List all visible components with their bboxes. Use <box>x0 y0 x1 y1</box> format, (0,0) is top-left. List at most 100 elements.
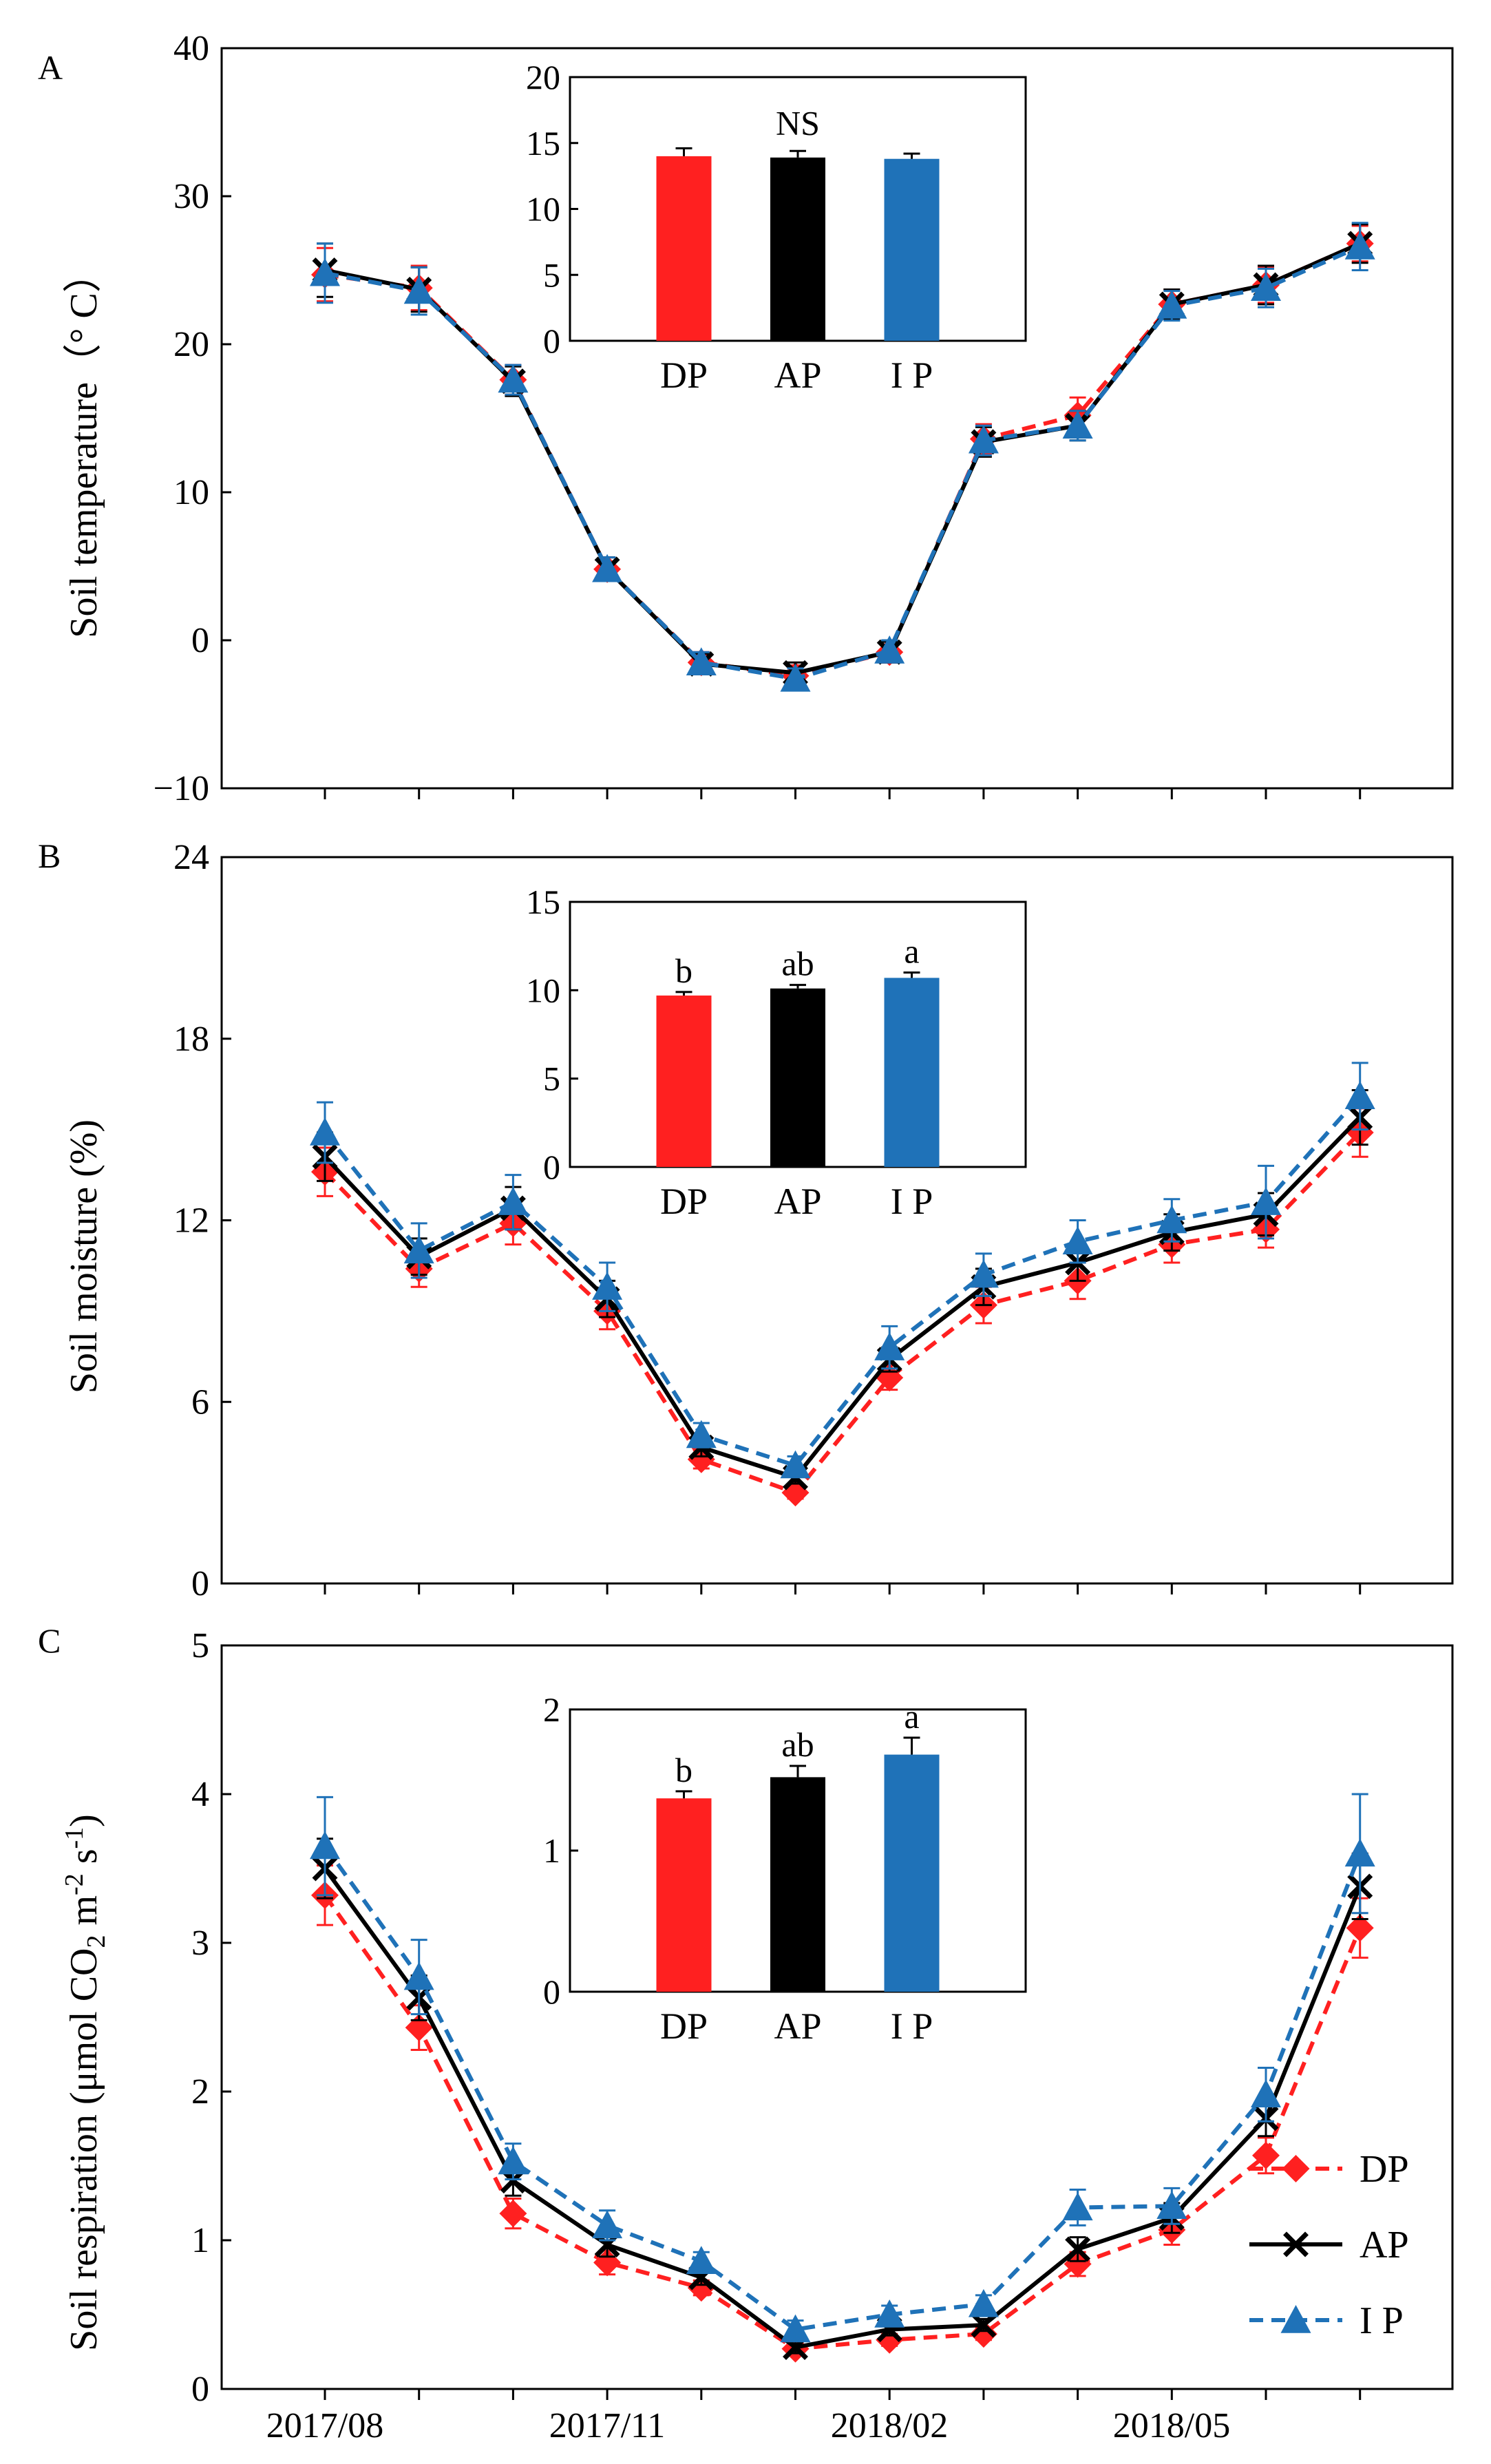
inset-bar-ip <box>884 1754 940 1992</box>
inset-category-label: DP <box>660 355 708 396</box>
data-point-ip <box>686 1420 717 1449</box>
inset-y-tick-label: 5 <box>543 255 560 294</box>
x-axis-tick-labels: 2017/08 2017/11 2018/02 2018/05 <box>266 2406 1230 2445</box>
plot-frame <box>220 47 1454 790</box>
legend-label-ip: I P <box>1360 2299 1404 2342</box>
data-point-ip <box>1251 2079 1281 2108</box>
data-point-ip <box>403 1235 434 1264</box>
data-point-dp <box>1346 1914 1374 1942</box>
y-tick-label: 10 <box>173 473 209 512</box>
significance-note: NS <box>776 103 820 142</box>
x-tick-label: 2018/02 <box>831 2406 948 2445</box>
series-ip <box>310 222 1375 692</box>
legend-marker-dp <box>1282 2155 1310 2182</box>
panel-b-plot: 0 6 12 18 24 <box>173 838 1454 1603</box>
y-tick-label: 6 <box>191 1382 209 1422</box>
panel-b-letter: B <box>38 836 61 875</box>
inset-bar-dp <box>656 156 712 341</box>
inset-y-tick-label: 1 <box>543 1831 560 1870</box>
inset-category-label: AP <box>774 2005 821 2047</box>
series-line-ap <box>323 1115 1362 1480</box>
panel-c-ylabel-close: ) <box>63 1814 105 1827</box>
legend-marker-ap-stroke <box>1283 2231 1309 2257</box>
x-tick-label: 2017/11 <box>549 2406 666 2445</box>
data-point-ip <box>686 2246 717 2274</box>
data-point-ip <box>968 425 999 454</box>
data-point-ip <box>968 2288 999 2317</box>
data-point-ip <box>874 1332 905 1360</box>
inset-bar-ap <box>770 1777 825 1992</box>
inset-y-tick-label: 5 <box>543 1060 560 1098</box>
panel-b-soil-moisture: B Soil moisture (%) 0 6 12 18 24 0 5 10 15 DP b AP… <box>38 836 1454 1603</box>
data-point-ip <box>686 647 717 675</box>
significance-letter: a <box>904 1697 919 1736</box>
significance-letter: b <box>675 1751 692 1789</box>
data-point-ip <box>968 1259 999 1288</box>
data-point-ip <box>1156 1205 1187 1234</box>
panel-c-soil-respiration: C Soil respiration (μmol CO2 m-2 s-1) 01… <box>38 1621 1454 2409</box>
y-tick-label: 4 <box>191 1775 209 1814</box>
x-tick-label: 2018/05 <box>1113 2406 1230 2445</box>
data-point-ip <box>1156 2191 1187 2220</box>
inset-bar-ip <box>884 978 940 1167</box>
y-tick-label: 0 <box>191 2370 209 2409</box>
panel-c-ylabel-part-1: Soil respiration (μmol CO <box>63 1948 105 2351</box>
data-point-ip <box>310 257 340 286</box>
data-point-ip <box>498 2146 529 2175</box>
inset-category-label: DP <box>660 1181 708 1222</box>
y-tick-label: 20 <box>173 325 209 364</box>
y-tick-label: 5 <box>191 1626 209 1665</box>
panel-c-ylabel-part-3: s <box>63 1849 105 1873</box>
significance-letter: a <box>904 932 919 971</box>
data-point-ip <box>592 1272 623 1300</box>
inset-bar-dp <box>656 996 712 1167</box>
plot-frame <box>220 1644 1454 2390</box>
data-point-dp <box>499 2200 527 2228</box>
inset-category-label: AP <box>774 355 821 396</box>
inset-bar-ap <box>770 157 825 341</box>
series-line-ip <box>324 244 1361 681</box>
panel-a-ylabel: Soil temperature（° C） <box>63 254 105 638</box>
data-point-ip <box>310 1117 340 1146</box>
legend-label-dp: DP <box>1360 2148 1409 2191</box>
inset-bar-ap <box>770 988 825 1167</box>
inset-category-label: I P <box>891 1181 933 1222</box>
inset-category-label: I P <box>891 355 933 396</box>
y-tick-label: 0 <box>191 1564 209 1603</box>
legend-label-ap: AP <box>1360 2224 1409 2266</box>
inset-category-label: DP <box>660 2005 708 2047</box>
inset-bar-ip <box>884 158 940 341</box>
significance-letter: ab <box>781 945 814 983</box>
inset-category-label: I P <box>891 2005 933 2047</box>
y-tick-label: 0 <box>191 621 209 660</box>
panel-b-inset-bar-chart: 0 5 10 15 DP b AP ab I P a <box>526 883 1027 1222</box>
series-line-dp <box>323 1130 1362 1495</box>
series-line-dp <box>323 1894 1362 2351</box>
legend: DP AP I P <box>1249 2148 1409 2342</box>
data-point-dp <box>1252 2141 1280 2169</box>
panel-a-letter: A <box>38 48 63 87</box>
panel-c-ylabel: Soil respiration (μmol CO2 m-2 s-1) <box>60 1814 111 2351</box>
inset-bar-dp <box>656 1798 712 1992</box>
panel-c-ylabel-sup-2: -2 <box>60 1873 89 1895</box>
data-point-ap <box>971 2312 997 2338</box>
data-point-ip <box>780 1450 811 1479</box>
data-point-ap-stroke <box>1065 2236 1091 2262</box>
inset-y-tick-label: 20 <box>526 58 560 96</box>
panel-a-inset-bar-chart: 0 5 10 15 20 DP AP I P NS <box>526 58 1027 396</box>
inset-category-label: AP <box>774 1181 821 1222</box>
data-point-ip <box>403 1961 434 1990</box>
data-point-ip <box>1251 1187 1281 1215</box>
inset-y-tick-label: 0 <box>543 1148 560 1186</box>
y-tick-label: 30 <box>173 177 209 216</box>
data-point-ip <box>1062 2192 1093 2221</box>
inset-y-tick-label: 0 <box>543 1972 560 2011</box>
data-point-ip <box>1344 1081 1375 1109</box>
data-point-ip <box>1344 1838 1375 1867</box>
series-dp <box>311 1107 1374 1507</box>
data-point-ip <box>1251 273 1281 301</box>
y-tick-label: 1 <box>191 2221 209 2260</box>
inset-y-tick-label: 15 <box>526 124 560 162</box>
data-point-ip <box>498 1187 529 1215</box>
